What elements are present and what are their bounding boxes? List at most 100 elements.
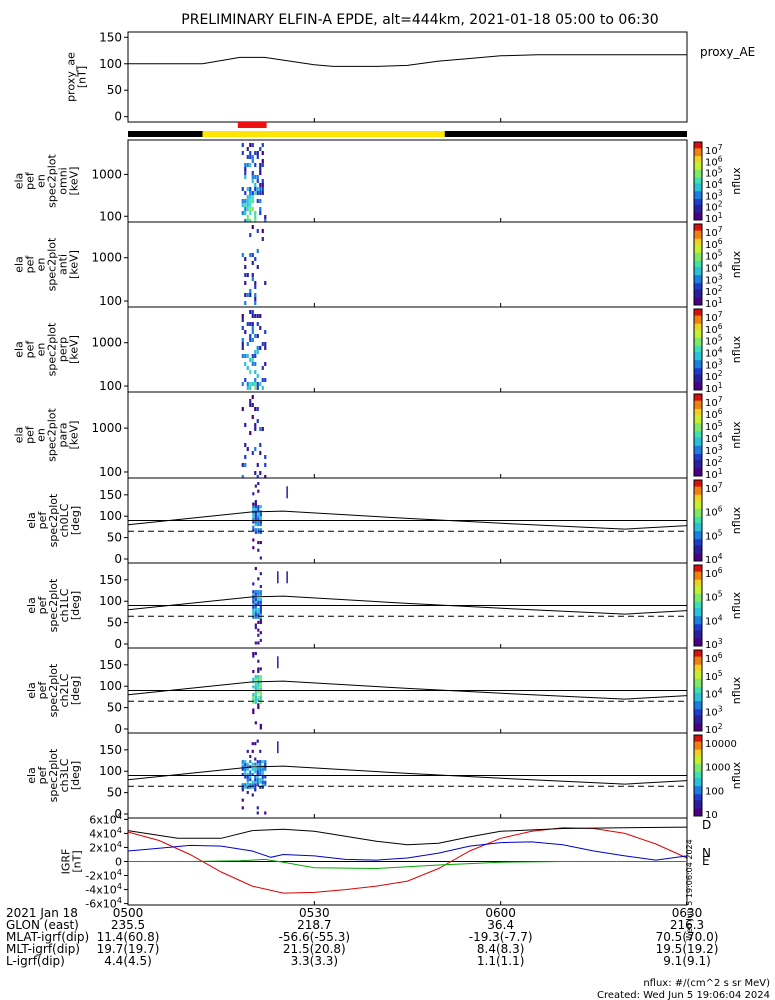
pitch-angle-cell [254,700,257,704]
colorbar-cell [694,250,702,253]
spectrogram-cell [241,314,244,318]
spectrogram-cell [254,301,257,305]
colorbar-frame [693,734,703,817]
pitch-angle-cell [241,765,244,769]
colorbar-cell [694,333,702,336]
spectrogram-cell [256,419,259,423]
colorbar-cell [694,664,702,667]
spectrogram-cell [254,314,257,318]
colorbar-tick-label: 102 [705,722,723,736]
pitch-angle-cell [257,682,260,686]
x-tick-label: -19.3(-7.7) [469,930,533,944]
spectrogram-cell [259,167,262,171]
spectrogram-cell [254,211,257,215]
y-axis-label-line: spec2plot [47,663,60,717]
colorbar-cell [694,548,702,552]
spectrogram-cell [249,207,252,211]
colorbar-cell [694,795,702,799]
pitch-angle-cell [257,677,260,681]
colorbar-tick-label: 105 [705,166,723,180]
colorbar-cell [694,793,702,797]
pitch-angle-cell [256,770,259,774]
y-axis-label-line: en [35,428,48,442]
y-tick-label: 1000 [91,336,122,350]
spectrogram-cell [251,261,254,265]
pitch-angle-cell [244,772,247,776]
colorbar-cell [694,771,702,774]
pitch-angle-cell [252,677,255,681]
colorbar-cell [694,589,702,592]
spectrogram-cell [256,155,259,159]
spectrogram-cell [249,431,252,435]
colorbar-cell [694,145,702,149]
spectrogram-cell [244,281,247,285]
colorbar-cell [694,728,702,732]
spectrogram-cell [254,175,257,179]
colorbar-cell [694,779,702,783]
colorbar-label: nflux [730,421,743,449]
spectrogram-cell [241,253,244,257]
colorbar-cell [694,583,702,586]
pitch-angle-cell [254,613,257,617]
spectrogram-cell [256,322,259,326]
pitch-angle-cell [259,760,262,764]
pitch-angle-cell [249,778,252,782]
spectrogram-cell [249,293,252,297]
colorbar-tick-label: 101 [705,296,723,310]
colorbar-tick-label: 105 [705,528,723,542]
pitch-angle-cell [259,618,262,622]
pitch-angle-cell [257,685,260,689]
pitch-angle-cell [259,572,262,576]
spectrogram-cell [251,403,254,407]
spectrogram-cell [244,330,247,334]
pitch-angle-cell [259,608,262,612]
y-tick-label: 50 [107,786,122,800]
y-axis-label-line: [keV] [68,335,81,364]
spectrogram-cell [261,191,264,195]
pitch-angle-cell [252,695,255,699]
spectrogram-cell [251,415,254,419]
colorbar-tick-label: 107 [705,395,723,409]
spectrogram-cell [246,322,249,326]
pitch-angle-cell [264,783,267,787]
colorbar-cell [694,369,702,373]
colorbar-cell [694,412,702,415]
pitch-angle-cell [252,528,255,532]
colorbar-cell [694,394,702,397]
pitch-angle-cell [257,600,260,604]
colorbar-cell [694,361,702,365]
colorbar-cell [694,520,702,524]
colorbar-cell [694,359,702,363]
colorbar-cell [694,763,702,766]
spectrogram-cell [254,257,257,261]
colorbar-cell [694,319,702,322]
colorbar-cell [694,445,702,448]
colorbar-cell [694,400,702,403]
colorbar-cell [694,769,702,772]
colorbar-cell [694,587,702,590]
y-tick-label: 100 [99,764,122,778]
pitch-angle-cell [257,659,260,663]
pitch-angle-cell [264,780,267,784]
legend-E: E [702,854,710,868]
pitch-angle-cell [257,641,260,645]
pitch-angle-cell [254,623,257,627]
spectrogram-cell [256,334,259,338]
pitch-angle-cell [254,520,257,524]
y-axis-label-line: spec2plot [47,748,60,802]
spectrogram-cell [259,382,262,386]
x-tick-label: 0630 [672,906,703,920]
pitch-angle-cell [257,523,260,527]
colorbar-cell [694,428,702,432]
pitch-angle-cell [259,726,262,730]
colorbar-cell [694,173,702,176]
pitch-angle-cell [259,600,262,604]
colorbar-cell [694,335,702,338]
colorbar-cell [694,759,702,762]
colorbar-cell [694,508,702,511]
colorbar-tick-label: 1000 [705,763,730,774]
colorbar-cell [694,502,702,505]
spectrogram-cell [249,195,252,199]
pitch-angle-cell [244,767,247,771]
colorbar-cell [694,803,702,807]
